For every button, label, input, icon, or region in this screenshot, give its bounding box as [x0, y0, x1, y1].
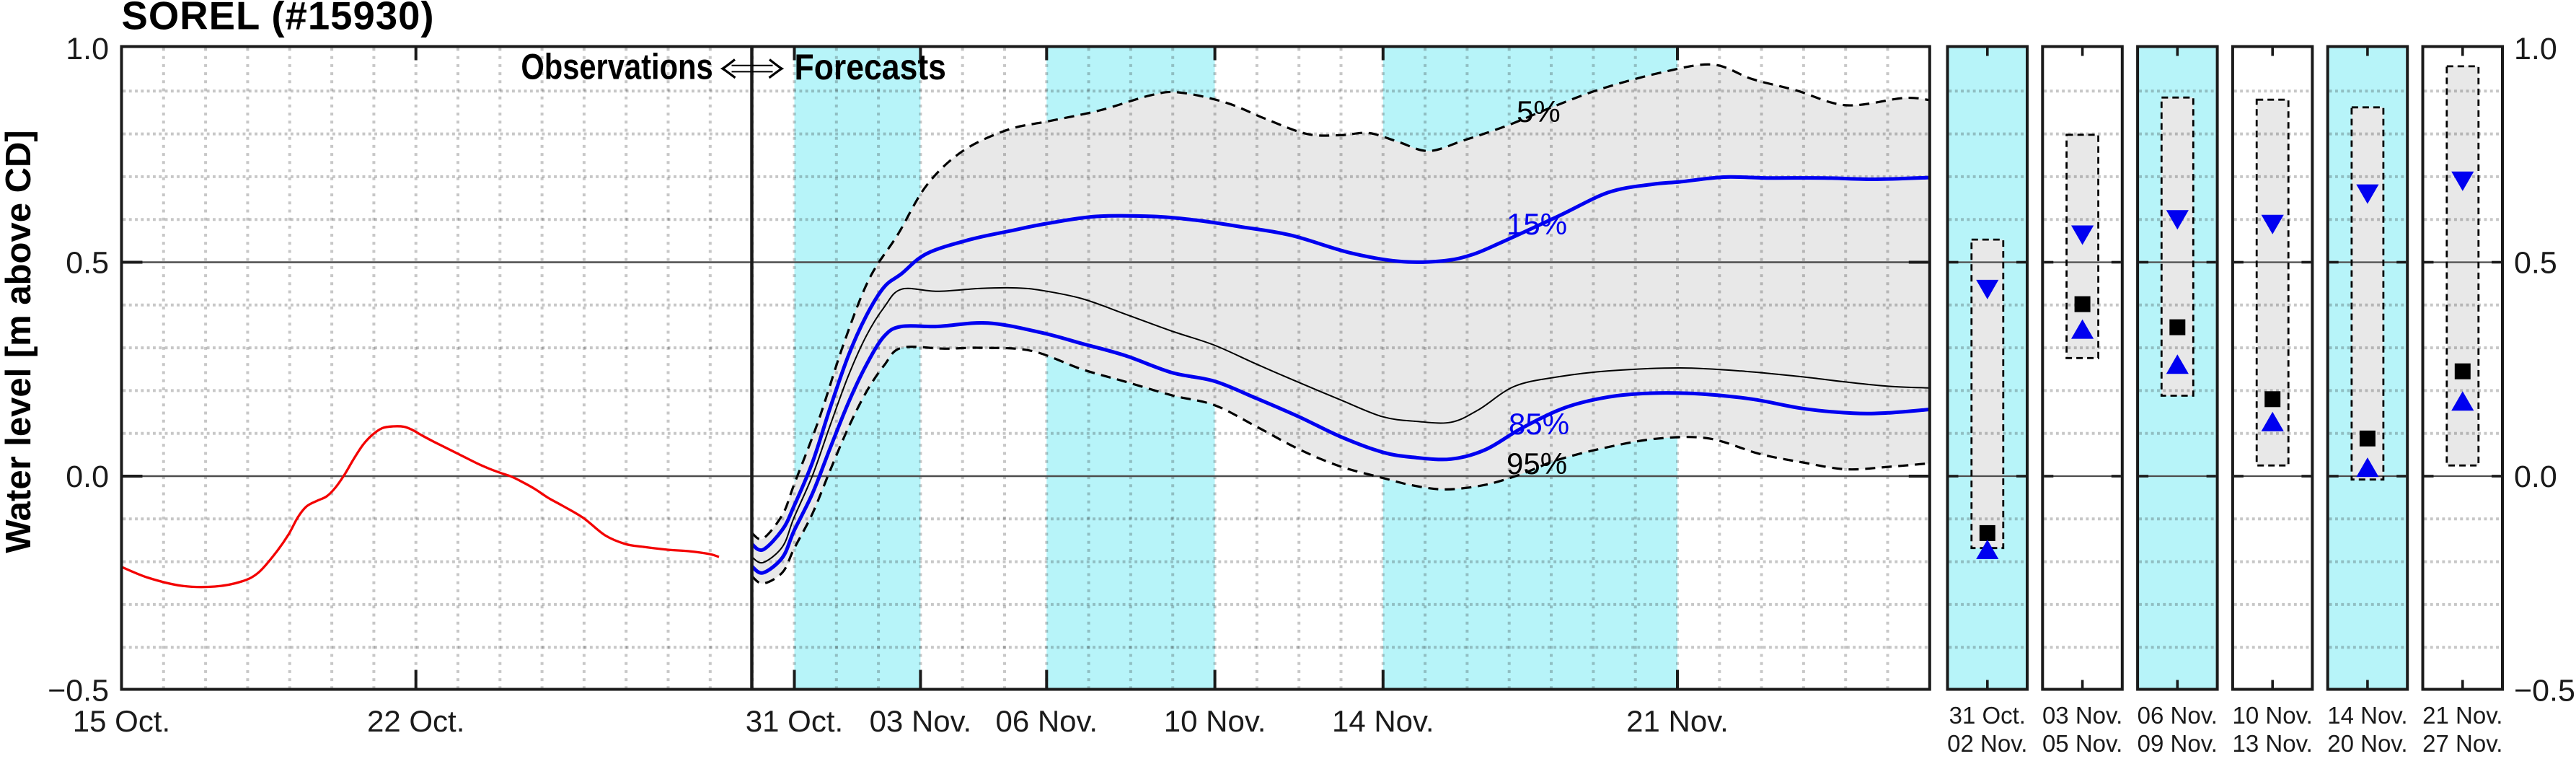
- svg-text:5%: 5%: [1517, 95, 1561, 128]
- svg-text:21 Nov.: 21 Nov.: [1626, 704, 1729, 738]
- svg-text:0.0: 0.0: [2514, 460, 2557, 494]
- svg-text:06 Nov.: 06 Nov.: [995, 704, 1098, 738]
- svg-text:15%: 15%: [1507, 207, 1567, 241]
- svg-text:20 Nov.: 20 Nov.: [2327, 730, 2407, 757]
- svg-text:Forecasts: Forecasts: [795, 48, 946, 88]
- svg-text:SOREL (#15930): SOREL (#15930): [122, 0, 435, 38]
- svg-text:−0.5: −0.5: [2514, 674, 2575, 708]
- svg-text:0.0: 0.0: [66, 460, 109, 494]
- svg-text:14 Nov.: 14 Nov.: [2327, 702, 2407, 729]
- svg-text:10 Nov.: 10 Nov.: [1164, 704, 1266, 738]
- svg-text:21 Nov.: 21 Nov.: [2422, 702, 2502, 729]
- svg-text:31 Oct.: 31 Oct.: [1949, 702, 2026, 729]
- svg-text:95%: 95%: [1507, 447, 1567, 480]
- svg-text:Water level [m above CD]: Water level [m above CD]: [0, 130, 38, 553]
- svg-text:03 Nov.: 03 Nov.: [870, 704, 972, 738]
- svg-text:03 Nov.: 03 Nov.: [2042, 702, 2122, 729]
- svg-text:−0.5: −0.5: [48, 674, 109, 708]
- svg-text:05 Nov.: 05 Nov.: [2042, 730, 2122, 757]
- svg-text:09 Nov.: 09 Nov.: [2138, 730, 2218, 757]
- svg-text:22 Oct.: 22 Oct.: [367, 704, 464, 738]
- svg-text:Observations: Observations: [521, 46, 713, 87]
- svg-text:31 Oct.: 31 Oct.: [746, 704, 843, 738]
- svg-text:1.0: 1.0: [2514, 32, 2557, 66]
- svg-text:02 Nov.: 02 Nov.: [1947, 730, 2027, 757]
- svg-text:85%: 85%: [1509, 407, 1569, 441]
- svg-text:13 Nov.: 13 Nov.: [2233, 730, 2313, 757]
- svg-text:1.0: 1.0: [66, 32, 109, 66]
- svg-text:06 Nov.: 06 Nov.: [2138, 702, 2218, 729]
- svg-text:0.5: 0.5: [66, 246, 109, 281]
- svg-text:14 Nov.: 14 Nov.: [1332, 704, 1434, 738]
- svg-text:0.5: 0.5: [2514, 246, 2557, 281]
- svg-text:10 Nov.: 10 Nov.: [2233, 702, 2313, 729]
- svg-text:15 Oct.: 15 Oct.: [73, 704, 170, 738]
- svg-text:27 Nov.: 27 Nov.: [2422, 730, 2502, 757]
